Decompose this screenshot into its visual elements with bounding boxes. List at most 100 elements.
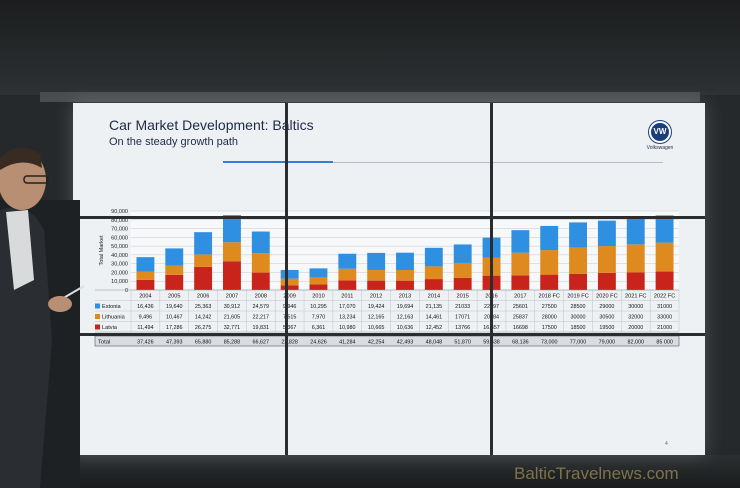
presenter [0,147,85,488]
x-tick-label: 2014 [428,294,440,300]
title-divider [223,162,663,163]
y-tick-label: 0 [125,288,128,294]
data-label: 27500 [542,304,557,310]
y-tick-label: 20,000 [111,270,128,276]
data-label: 30500 [599,315,614,321]
bar-lithuania [280,278,299,286]
data-label: 7,970 [312,315,326,321]
bar-lithuania [194,254,213,267]
data-label: 17500 [542,325,557,331]
y-tick-label: 40,000 [111,253,128,259]
data-label: 19,424 [368,304,385,310]
bar-estonia [569,222,587,248]
x-tick-label: 2008 [255,294,267,300]
vw-emblem-icon: VW [649,121,671,143]
x-tick-label: 2017 [514,294,526,300]
bar-estonia [136,257,155,272]
data-label: 14,461 [426,315,443,321]
data-label: 20000 [628,325,643,331]
legend-label-lithuania: Lithuania [102,315,126,321]
bar-estonia [424,247,443,267]
data-label: 25601 [513,304,528,310]
bar-latvia [540,274,559,290]
bar-estonia [194,232,213,255]
bar-lithuania [424,266,443,280]
total-value: 42,493 [397,340,414,346]
x-tick-label: 2022 FC [654,294,675,300]
projector-rail [40,92,700,102]
slide-title: Car Market Development: Baltics [109,117,314,133]
x-tick-label: 2015 [456,294,468,300]
total-value: 48,048 [426,340,443,346]
video-wall-seam [73,216,705,219]
data-label: 17,286 [166,325,183,331]
logo-text: Volkswagen [646,145,674,151]
bar-lithuania [626,244,645,273]
data-label: 13766 [455,325,470,331]
y-tick-label: 70,000 [111,227,128,233]
bar-lithuania [540,250,559,275]
data-label: 24,579 [253,304,270,310]
x-tick-label: 2011 [341,294,353,300]
video-wall-seam [73,333,705,336]
bar-latvia [280,285,299,290]
bar-latvia [626,272,645,290]
bar-lithuania [655,242,674,272]
data-label: 10,980 [339,325,356,331]
data-label: 28500 [571,304,586,310]
data-label: 29000 [599,304,614,310]
floor [0,455,740,488]
bar-latvia [511,275,530,290]
total-value: 47,393 [166,340,183,346]
bar-lithuania [453,262,472,278]
data-label: 19,831 [253,325,270,331]
bar-latvia [396,280,414,290]
bar-latvia [165,274,184,290]
data-label: 17071 [455,315,470,321]
bar-lithuania [338,268,357,281]
bar-estonia [338,253,357,269]
x-tick-label: 2018 FC [538,294,559,300]
y-tick-label: 80,000 [111,218,128,224]
total-value: 85,288 [224,340,241,346]
bar-latvia [223,261,241,290]
legend-label-estonia: Estonia [102,304,122,310]
data-label: 25,363 [195,304,212,310]
bar-latvia [309,284,328,290]
y-axis-label: Total Market [99,235,105,265]
bar-latvia [569,273,587,290]
x-tick-label: 2005 [168,294,180,300]
data-label: 19,640 [166,304,183,310]
data-label: 10,636 [397,325,414,331]
bar-lithuania [597,246,616,273]
bar-estonia [251,231,270,254]
bar-lithuania [223,242,241,262]
data-label: 30,912 [224,304,241,310]
volkswagen-logo: VW Volkswagen [638,121,682,151]
presentation-screen: Car Market Development: Baltics On the s… [73,103,705,455]
data-label: 19,694 [397,304,414,310]
bar-lithuania [367,269,386,281]
bar-lithuania [251,253,270,273]
x-tick-label: 2020 FC [596,294,617,300]
data-label: 9,946 [283,304,297,310]
bar-lithuania [511,252,530,276]
data-label: 26,275 [195,325,212,331]
bar-lithuania [165,265,184,275]
x-tick-label: 2012 [370,294,382,300]
data-label: 30000 [571,315,586,321]
x-tick-label: 2006 [197,294,209,300]
total-value: 65,880 [195,340,212,346]
y-tick-label: 90,000 [111,209,128,215]
data-label: 25837 [513,315,528,321]
bar-latvia [338,280,357,290]
data-label: 30000 [628,304,643,310]
y-tick-label: 30,000 [111,262,128,268]
bar-estonia [165,248,184,266]
video-wall-seam [285,103,288,455]
bar-lithuania [396,269,414,281]
ceiling [0,0,740,95]
slide-subtitle: On the steady growth path [109,136,239,148]
data-label: 13,234 [339,315,356,321]
data-label: 10,467 [166,315,183,321]
